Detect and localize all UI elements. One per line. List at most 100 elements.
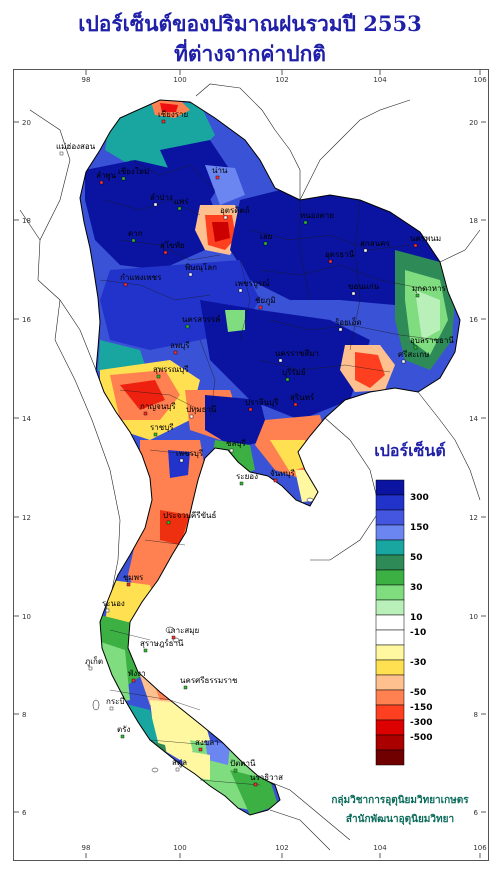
station-marker — [121, 176, 126, 181]
station-marker — [59, 151, 64, 156]
lat-tick-label-right: 16 — [469, 316, 478, 324]
place-label: ชุมพร — [123, 573, 144, 582]
station-marker — [229, 448, 234, 453]
lat-tick-label-left: 6 — [22, 809, 27, 817]
legend-value: -150 — [410, 703, 433, 713]
station-marker — [166, 520, 171, 525]
place-label: ลำปาง — [150, 193, 173, 202]
station-marker — [351, 291, 356, 296]
lon-tick-label-top: 106 — [473, 76, 487, 84]
lat-tick-label-left: 18 — [22, 217, 31, 225]
lon-tick-label-bottom: 100 — [173, 844, 186, 852]
lon-tick-label-top: 102 — [275, 76, 288, 84]
legend-value: 50 — [410, 553, 423, 563]
legend-swatches — [375, 479, 405, 766]
lat-tick-label-left: 12 — [22, 514, 31, 522]
station-marker — [328, 259, 333, 264]
station-marker — [248, 407, 253, 412]
place-label: หนองคาย — [300, 211, 334, 220]
legend-swatch — [375, 659, 405, 676]
legend-swatch — [375, 494, 405, 511]
place-label: ปัตตานี — [230, 759, 256, 768]
station-marker — [258, 305, 263, 310]
station-marker — [161, 119, 166, 124]
lon-tick-label-bottom: 98 — [82, 844, 91, 852]
legend-title: เปอร์เซ็นต์ — [374, 439, 445, 460]
place-label: ลำพูน — [96, 171, 117, 181]
place-label: ขอนแก่น — [348, 282, 380, 291]
station-marker — [131, 678, 136, 683]
legend-swatch — [375, 614, 405, 631]
place-label: กำแพงเพชร — [120, 273, 162, 282]
lat-tick-label-right: 18 — [469, 217, 478, 225]
place-label: ชลบุรี — [226, 439, 246, 448]
station-marker — [303, 220, 308, 225]
place-label: ระยอง — [236, 472, 258, 481]
place-label: บุรีรัมย์ — [282, 367, 306, 377]
map-subtitle: ที่ต่างจากค่าปกติ — [174, 41, 326, 66]
province-borders — [99, 159, 441, 786]
place-label: มุกดาหาร — [412, 284, 447, 293]
station-marker — [120, 734, 125, 739]
map-title: เปอร์เซ็นต์ของปริมาณฝนรวมปี 2553 — [78, 11, 422, 36]
place-label: นครราชสีมา — [275, 349, 319, 358]
station-marker — [401, 359, 406, 364]
station-marker — [273, 478, 278, 483]
station-marker — [105, 608, 110, 613]
place-label: ร้อยเอ็ด — [335, 317, 362, 327]
place-label: ประจวบคีรีขันธ์ — [163, 510, 217, 520]
place-label: สตูล — [172, 758, 187, 768]
station-marker — [163, 250, 168, 255]
legend-value: -50 — [410, 688, 426, 698]
legend-swatch — [375, 704, 405, 721]
station-marker — [156, 374, 161, 379]
place-label: สุโขทัย — [160, 240, 185, 250]
station-marker — [99, 180, 104, 185]
legend-swatch — [375, 569, 405, 586]
station-marker — [263, 241, 268, 246]
station-marker — [88, 666, 93, 671]
station-marker — [183, 685, 188, 690]
place-label: ราชบุรี — [150, 423, 174, 432]
place-label: ตรัง — [117, 725, 130, 734]
legend-value: 300 — [410, 493, 429, 503]
station-marker — [338, 327, 343, 332]
lat-tick-label-right: 20 — [469, 119, 478, 127]
station-marker — [153, 202, 158, 207]
legend-swatch — [375, 749, 405, 766]
legend-swatch — [375, 479, 405, 496]
station-marker — [253, 782, 258, 787]
place-label: ปราจีนบุรี — [245, 398, 279, 407]
lat-tick-label-right: 14 — [469, 415, 478, 423]
lat-tick-label-left: 20 — [22, 119, 31, 127]
place-label: สุรินทร์ — [290, 392, 315, 402]
place-label: ศรีสะเกษ — [398, 350, 429, 359]
lat-tick-label-right: 8 — [474, 711, 478, 719]
legend-swatch — [375, 524, 405, 541]
station-marker — [143, 648, 148, 653]
legend-value: -500 — [410, 733, 433, 743]
station-marker — [173, 350, 178, 355]
place-label: นครศรีธรรมราช — [180, 676, 238, 685]
place-label: ลพบุรี — [170, 341, 190, 350]
place-label: ตาก — [128, 229, 143, 238]
lat-tick-label-left: 16 — [22, 316, 31, 324]
station-marker — [278, 358, 283, 363]
station-marker — [153, 432, 158, 437]
legend-value: 10 — [410, 613, 423, 623]
legend-swatch — [375, 629, 405, 646]
legend-value: -300 — [410, 718, 433, 728]
place-label: ระนอง — [102, 599, 125, 608]
lon-tick-label-bottom: 104 — [373, 844, 387, 852]
place-label: เชียงใหม่ — [118, 167, 149, 176]
place-label: ชัยภูมิ — [255, 296, 276, 306]
place-label: พิษณุโลก — [185, 262, 217, 272]
place-label: แพร่ — [174, 197, 189, 206]
legend-swatch — [375, 719, 405, 736]
place-label: กระบี่ — [106, 695, 125, 706]
legend-swatch — [375, 599, 405, 616]
station-marker — [131, 238, 136, 243]
station-marker — [293, 402, 298, 407]
